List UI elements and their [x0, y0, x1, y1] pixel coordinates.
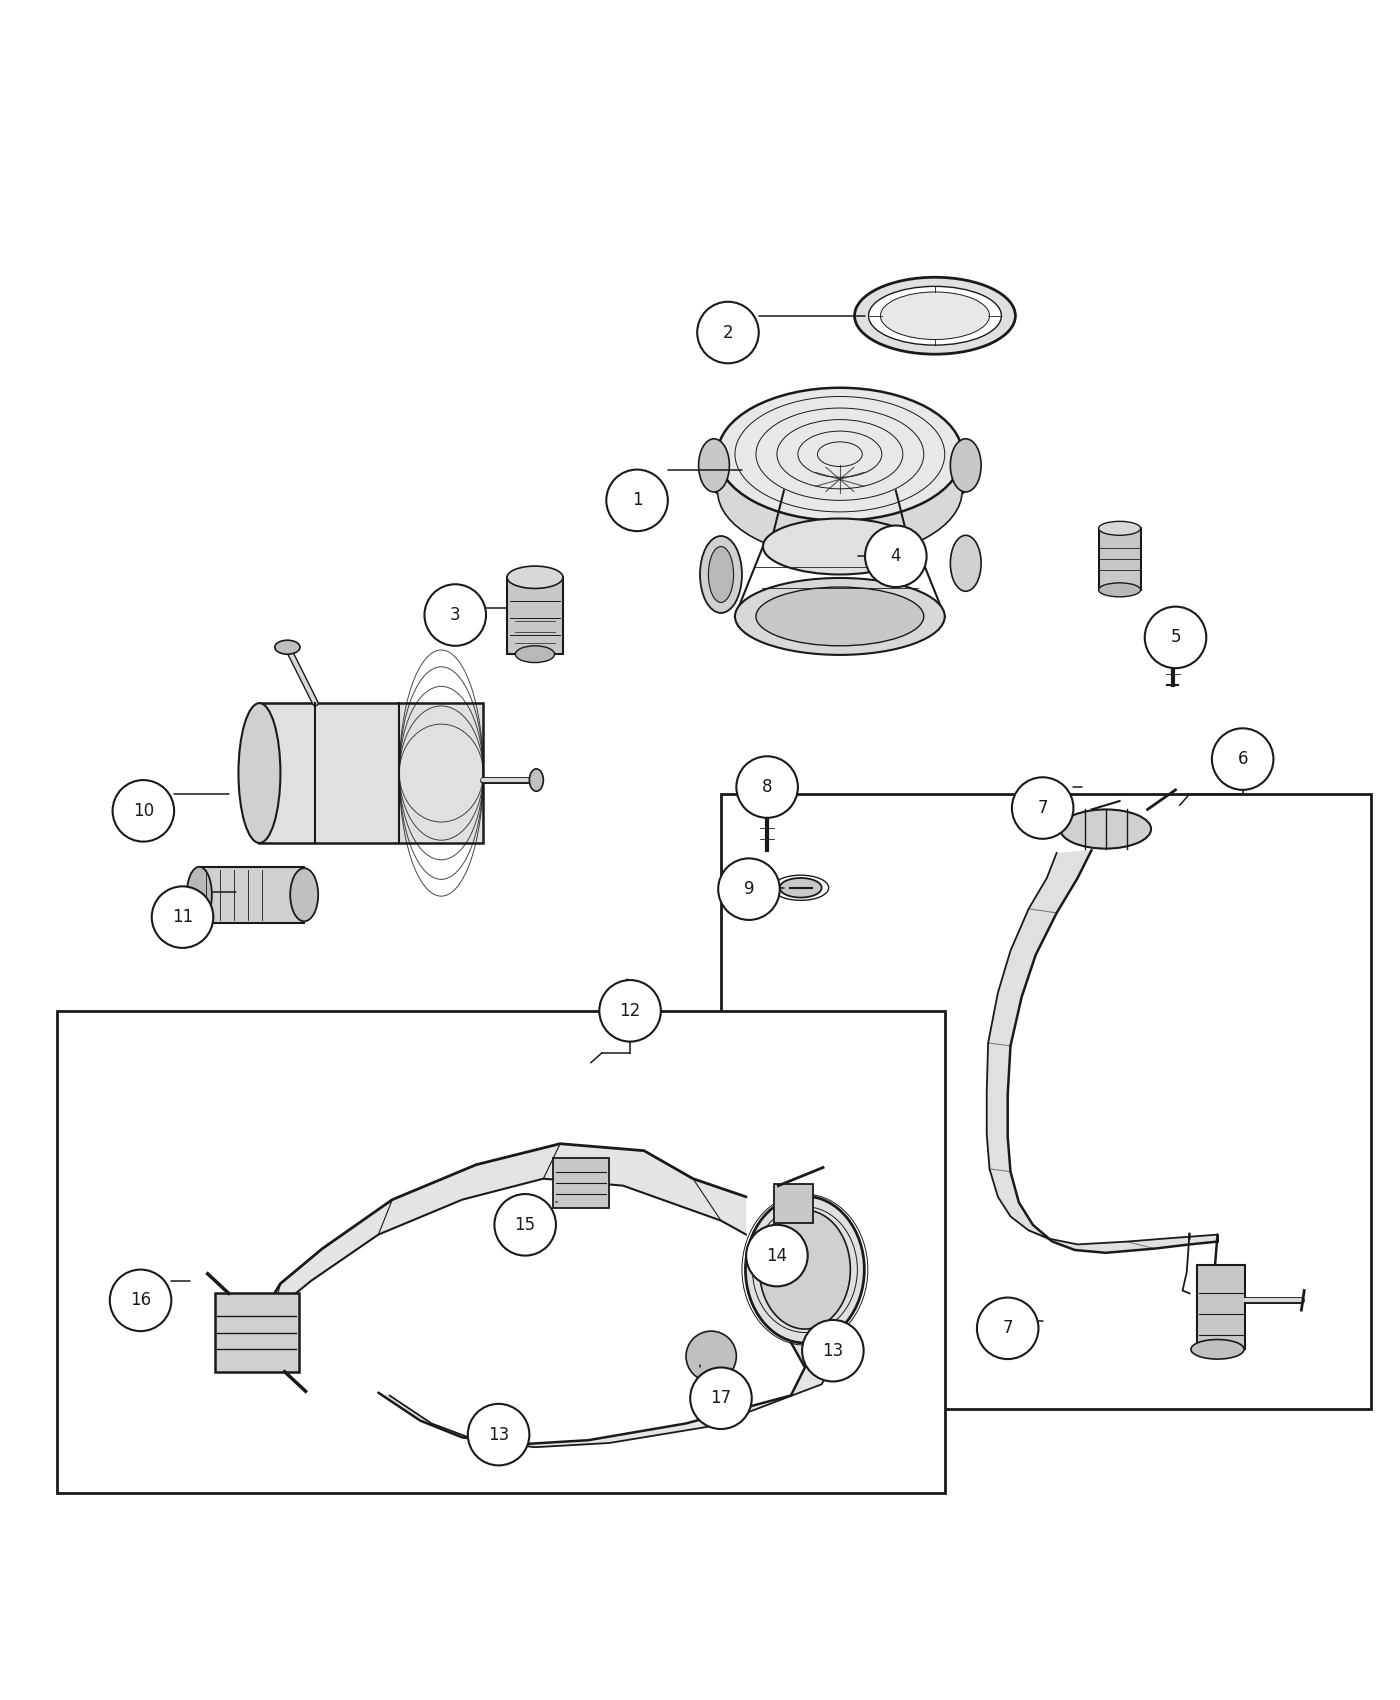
- Circle shape: [697, 301, 759, 364]
- Circle shape: [606, 469, 668, 530]
- FancyBboxPatch shape: [553, 1158, 609, 1209]
- Ellipse shape: [699, 439, 729, 491]
- Text: 13: 13: [822, 1341, 843, 1360]
- Text: 6: 6: [1238, 750, 1247, 768]
- Circle shape: [424, 585, 486, 646]
- Text: 12: 12: [619, 1001, 641, 1020]
- Ellipse shape: [745, 1197, 864, 1343]
- Ellipse shape: [1060, 809, 1151, 848]
- Ellipse shape: [951, 439, 981, 491]
- Text: 13: 13: [489, 1426, 510, 1443]
- FancyBboxPatch shape: [214, 1294, 298, 1372]
- Circle shape: [746, 1224, 808, 1287]
- Circle shape: [736, 756, 798, 818]
- Text: 7: 7: [1002, 1319, 1014, 1338]
- Ellipse shape: [854, 277, 1015, 354]
- Text: 4: 4: [890, 547, 902, 566]
- Ellipse shape: [700, 536, 742, 614]
- Circle shape: [468, 1404, 529, 1465]
- Circle shape: [1212, 728, 1274, 791]
- Polygon shape: [987, 850, 1218, 1253]
- Ellipse shape: [507, 566, 563, 588]
- FancyBboxPatch shape: [1099, 529, 1141, 590]
- Ellipse shape: [717, 423, 962, 558]
- Circle shape: [690, 1367, 752, 1430]
- Ellipse shape: [515, 646, 554, 663]
- Text: 1: 1: [631, 491, 643, 510]
- Ellipse shape: [274, 641, 300, 654]
- Text: 5: 5: [1170, 629, 1180, 646]
- Circle shape: [112, 780, 174, 842]
- FancyBboxPatch shape: [1197, 1265, 1246, 1350]
- Text: 15: 15: [515, 1216, 536, 1234]
- Circle shape: [599, 981, 661, 1042]
- Ellipse shape: [763, 518, 917, 575]
- Polygon shape: [256, 1144, 746, 1343]
- Text: 7: 7: [1037, 799, 1049, 818]
- Ellipse shape: [752, 789, 783, 799]
- Circle shape: [802, 1319, 864, 1382]
- Ellipse shape: [1191, 1340, 1245, 1358]
- Ellipse shape: [735, 578, 945, 654]
- Ellipse shape: [748, 792, 787, 806]
- FancyBboxPatch shape: [774, 1185, 813, 1224]
- FancyBboxPatch shape: [199, 867, 304, 923]
- Ellipse shape: [1158, 634, 1189, 646]
- Ellipse shape: [186, 867, 211, 923]
- Ellipse shape: [881, 292, 990, 340]
- Ellipse shape: [1099, 522, 1141, 536]
- Circle shape: [718, 858, 780, 920]
- Circle shape: [1012, 777, 1074, 838]
- Bar: [56, 1012, 945, 1493]
- Ellipse shape: [238, 704, 280, 843]
- Circle shape: [494, 1193, 556, 1256]
- Circle shape: [977, 1297, 1039, 1358]
- Text: 11: 11: [172, 908, 193, 927]
- Ellipse shape: [717, 388, 962, 520]
- FancyBboxPatch shape: [714, 452, 965, 493]
- FancyBboxPatch shape: [507, 578, 563, 654]
- Ellipse shape: [951, 536, 981, 592]
- Circle shape: [1145, 607, 1207, 668]
- Text: 10: 10: [133, 802, 154, 819]
- Ellipse shape: [868, 286, 1001, 345]
- Text: 14: 14: [766, 1246, 787, 1265]
- Ellipse shape: [780, 877, 822, 898]
- Ellipse shape: [708, 546, 734, 602]
- Text: 8: 8: [762, 779, 773, 796]
- Ellipse shape: [759, 1210, 850, 1329]
- FancyBboxPatch shape: [259, 704, 483, 843]
- Circle shape: [151, 886, 213, 949]
- Text: 16: 16: [130, 1292, 151, 1309]
- Text: 2: 2: [722, 323, 734, 342]
- Ellipse shape: [1099, 583, 1141, 597]
- Ellipse shape: [529, 768, 543, 790]
- Ellipse shape: [756, 586, 924, 646]
- Text: 3: 3: [449, 605, 461, 624]
- Circle shape: [686, 1331, 736, 1382]
- Ellipse shape: [290, 869, 318, 921]
- Polygon shape: [378, 1340, 833, 1447]
- Text: 9: 9: [743, 881, 755, 898]
- Ellipse shape: [1154, 639, 1193, 653]
- Bar: [721, 794, 1372, 1409]
- Text: 17: 17: [710, 1389, 732, 1408]
- Circle shape: [109, 1270, 171, 1331]
- Circle shape: [865, 525, 927, 586]
